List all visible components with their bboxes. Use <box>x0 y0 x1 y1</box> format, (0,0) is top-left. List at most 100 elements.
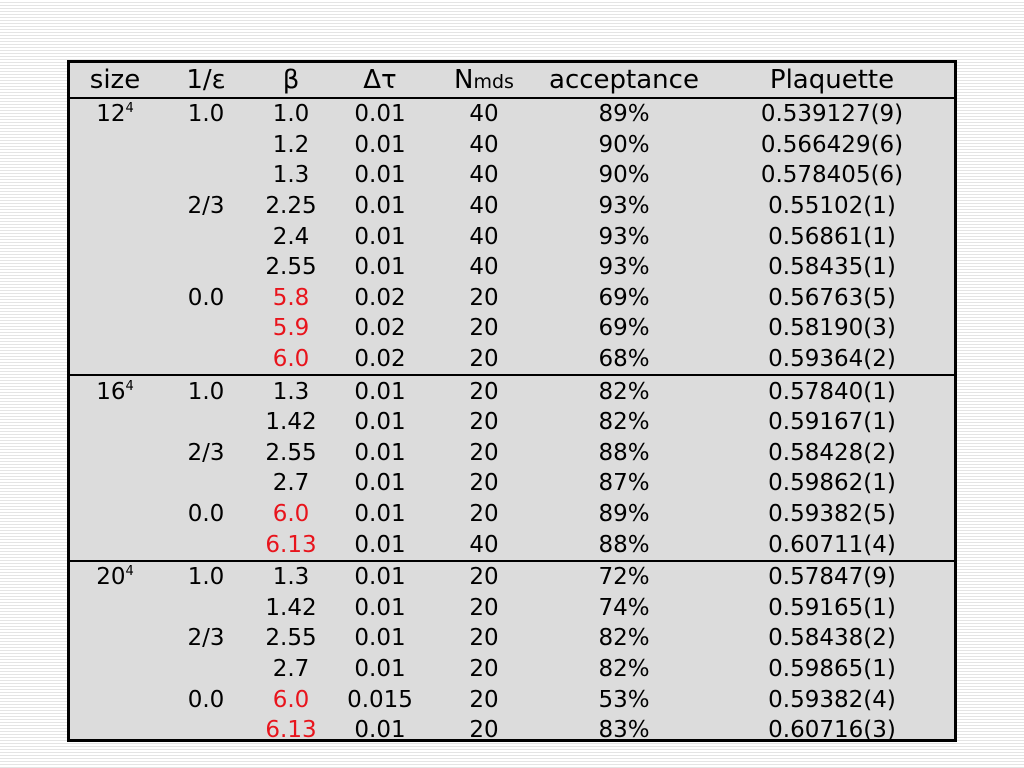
cell-nmds: 20 <box>469 625 499 652</box>
cell-beta: 2.25 <box>265 193 317 220</box>
cell-beta: 5.8 <box>272 284 310 311</box>
cell-size: 164 <box>70 375 160 407</box>
cell-beta: 6.0 <box>272 686 310 713</box>
cell-nmds: 40 <box>469 254 499 281</box>
cell-delta-tau: 0.01 <box>354 131 406 158</box>
cell-nmds: 20 <box>469 409 499 436</box>
cell-acceptance: 88% <box>538 529 710 562</box>
cell-acceptance: 53% <box>598 686 650 713</box>
cell-delta-tau: 0.01 <box>354 564 406 591</box>
cell-plaquette: 0.59862(1) <box>768 470 896 497</box>
cell-delta-tau: 0.01 <box>354 470 406 497</box>
cell-acceptance: 83% <box>598 717 650 744</box>
cell-beta: 1.42 <box>265 594 317 621</box>
table-row: 2/3 2.25 0.01 40 93% 0.55102(1) <box>70 191 954 222</box>
cell-size: 124 <box>70 98 160 130</box>
cell-delta-tau: 0.01 <box>354 254 406 281</box>
cell-nmds: 20 <box>469 439 499 466</box>
cell-inverse-epsilon <box>160 130 252 161</box>
cell-plaquette: 0.59167(1) <box>768 409 896 436</box>
cell-beta: 1.42 <box>265 409 317 436</box>
table-row: 6.13 0.01 20 83% 0.60716(3) <box>70 715 954 746</box>
cell-plaquette: 0.59865(1) <box>768 655 896 682</box>
cell-inverse-epsilon: 0.0 <box>187 501 225 528</box>
cell-delta-tau: 0.01 <box>354 162 406 189</box>
table-row: 1.2 0.01 40 90% 0.566429(6) <box>70 130 954 161</box>
cell-delta-tau: 0.01 <box>354 101 406 128</box>
cell-plaquette: 0.566429(6) <box>760 131 904 158</box>
table-row: 6.0 0.02 20 68% 0.59364(2) <box>70 343 954 377</box>
cell-size <box>70 130 160 161</box>
size-exponent: 4 <box>125 564 134 580</box>
cell-nmds: 20 <box>469 378 499 405</box>
cell-delta-tau: 0.02 <box>354 315 406 342</box>
header-nmds-sub: mds <box>473 71 514 93</box>
cell-inverse-epsilon <box>160 343 252 377</box>
cell-inverse-epsilon: 1.0 <box>187 564 225 591</box>
cell-nmds: 20 <box>469 470 499 497</box>
cell-beta: 2.4 <box>272 223 310 250</box>
cell-size <box>70 529 160 562</box>
cell-acceptance: 89% <box>598 501 650 528</box>
table-row: 6.13 0.01 40 88% 0.60711(4) <box>70 529 954 562</box>
cell-acceptance: 89% <box>598 101 650 128</box>
cell-nmds: 40 <box>469 223 499 250</box>
cell-size <box>70 684 160 715</box>
cell-plaquette: 0.59382(5) <box>768 501 896 528</box>
cell-nmds: 40 <box>469 162 499 189</box>
cell-delta-tau: 0.01 <box>354 655 406 682</box>
cell-nmds: 20 <box>469 315 499 342</box>
cell-beta: 1.3 <box>272 378 310 405</box>
cell-acceptance: 93% <box>598 223 650 250</box>
cell-inverse-epsilon: 0.0 <box>187 284 225 311</box>
cell-acceptance: 93% <box>598 254 650 281</box>
table-row: 0.0 6.0 0.015 20 53% 0.59382(4) <box>70 684 954 715</box>
cell-delta-tau: 0.01 <box>354 594 406 621</box>
size-value: 16 <box>96 378 126 405</box>
cell-plaquette: 0.59165(1) <box>768 594 896 621</box>
cell-size <box>70 499 160 530</box>
cell-nmds: 20 <box>469 655 499 682</box>
cell-beta: 1.0 <box>272 101 310 128</box>
cell-plaquette: 0.56861(1) <box>768 223 896 250</box>
cell-acceptance: 74% <box>598 594 650 621</box>
cell-inverse-epsilon: 2/3 <box>187 625 225 652</box>
cell-plaquette: 0.56763(5) <box>768 284 896 311</box>
cell-plaquette: 0.58428(2) <box>768 439 896 466</box>
cell-acceptance: 68% <box>538 343 710 377</box>
table-row: 2/3 2.55 0.01 20 88% 0.58428(2) <box>70 438 954 469</box>
size-exponent: 4 <box>125 101 134 117</box>
table-row: 1.3 0.01 40 90% 0.578405(6) <box>70 160 954 191</box>
cell-size <box>70 221 160 252</box>
cell-inverse-epsilon <box>160 252 252 283</box>
cell-beta: 1.3 <box>272 564 310 591</box>
table-row: 124 1.0 1.0 0.01 40 89% 0.539127(9) <box>70 98 954 130</box>
cell-inverse-epsilon <box>160 654 252 685</box>
cell-size <box>70 283 160 314</box>
cell-acceptance: 82% <box>598 625 650 652</box>
table-row: 0.0 6.0 0.01 20 89% 0.59382(5) <box>70 499 954 530</box>
cell-size <box>70 654 160 685</box>
table-row: 0.0 5.8 0.02 20 69% 0.56763(5) <box>70 283 954 314</box>
table-header: size 1/ε β Δτ Nmds acceptance Plaquette <box>70 63 954 99</box>
cell-size <box>70 191 160 222</box>
table-row: 1.42 0.01 20 74% 0.59165(1) <box>70 593 954 624</box>
cell-beta: 6.0 <box>272 501 310 528</box>
size-value: 20 <box>96 564 126 591</box>
header-beta: β <box>252 63 330 99</box>
cell-size <box>70 593 160 624</box>
cell-inverse-epsilon <box>160 529 252 562</box>
table-body: 124 1.0 1.0 0.01 40 89% 0.539127(9) 1.2 0.01 40 90… <box>70 98 954 745</box>
cell-inverse-epsilon: 1.0 <box>187 378 225 405</box>
cell-delta-tau: 0.01 <box>354 717 406 744</box>
cell-plaquette: 0.58190(3) <box>768 315 896 342</box>
cell-size <box>70 715 160 746</box>
cell-plaquette: 0.59364(2) <box>710 343 954 377</box>
cell-inverse-epsilon <box>160 407 252 438</box>
cell-plaquette: 0.59382(4) <box>768 686 896 713</box>
cell-nmds: 40 <box>469 131 499 158</box>
table-row: 204 1.0 1.3 0.01 20 72% 0.57847(9) <box>70 561 954 593</box>
header-acceptance: acceptance <box>538 63 710 99</box>
cell-inverse-epsilon: 0.0 <box>187 686 225 713</box>
cell-inverse-epsilon <box>160 468 252 499</box>
